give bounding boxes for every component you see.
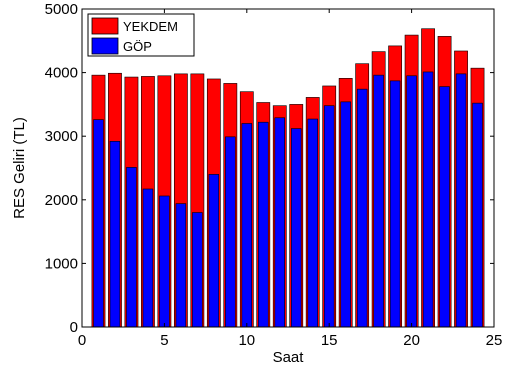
- bar-g-p-2: [109, 140, 121, 328]
- x-tick-label: 25: [486, 332, 503, 349]
- bar-g-p-1: [93, 119, 104, 328]
- bar-g-p-16: [340, 101, 351, 328]
- x-tick-label: 10: [238, 332, 255, 349]
- y-tick-label: 5000: [45, 1, 78, 18]
- bar-g-p-24: [472, 102, 483, 328]
- bar-g-p-18: [373, 74, 384, 328]
- legend-label-gop: GÖP: [123, 39, 152, 54]
- bar-g-p-12: [274, 117, 286, 328]
- y-axis-label: RES Geliri (TL): [11, 117, 28, 219]
- bar-g-p-5: [159, 195, 170, 328]
- bar-g-p-8: [208, 174, 220, 328]
- legend-swatch-gop: [91, 37, 119, 55]
- bar-g-p-21: [422, 71, 434, 328]
- bar-g-p-7: [192, 212, 203, 328]
- legend-label-yekdem: YEKDEM: [123, 19, 178, 34]
- bar-g-p-13: [290, 128, 302, 328]
- bar-g-p-15: [323, 105, 335, 328]
- y-tick-label: 3000: [45, 128, 78, 145]
- bar-g-p-20: [406, 75, 417, 328]
- bar-g-p-22: [439, 86, 450, 328]
- x-axis-label: Saat: [273, 349, 305, 366]
- bar-g-p-3: [126, 167, 137, 328]
- legend-swatch-yekdem: [91, 17, 119, 35]
- y-tick-label: 0: [70, 319, 78, 336]
- bar-g-p-10: [241, 123, 253, 328]
- y-tick-label: 1000: [45, 255, 78, 272]
- bar-g-p-9: [225, 136, 236, 328]
- x-tick-label: 20: [403, 332, 420, 349]
- bar-g-p-23: [455, 73, 467, 328]
- plot-frame: [81, 8, 495, 328]
- bar-g-p-19: [389, 80, 401, 328]
- bar-g-p-17: [356, 88, 368, 328]
- bar-g-p-14: [307, 118, 318, 328]
- y-tick-label: 2000: [45, 192, 78, 209]
- legend: YEKDEM GÖP: [87, 13, 195, 57]
- x-tick-label: 15: [321, 332, 338, 349]
- bar-g-p-11: [258, 121, 269, 328]
- bar-g-p-4: [142, 188, 154, 328]
- x-tick-label: 5: [160, 332, 168, 349]
- bar-g-p-6: [175, 203, 187, 328]
- x-tick-label: 0: [78, 332, 86, 349]
- y-tick-label: 4000: [45, 65, 78, 82]
